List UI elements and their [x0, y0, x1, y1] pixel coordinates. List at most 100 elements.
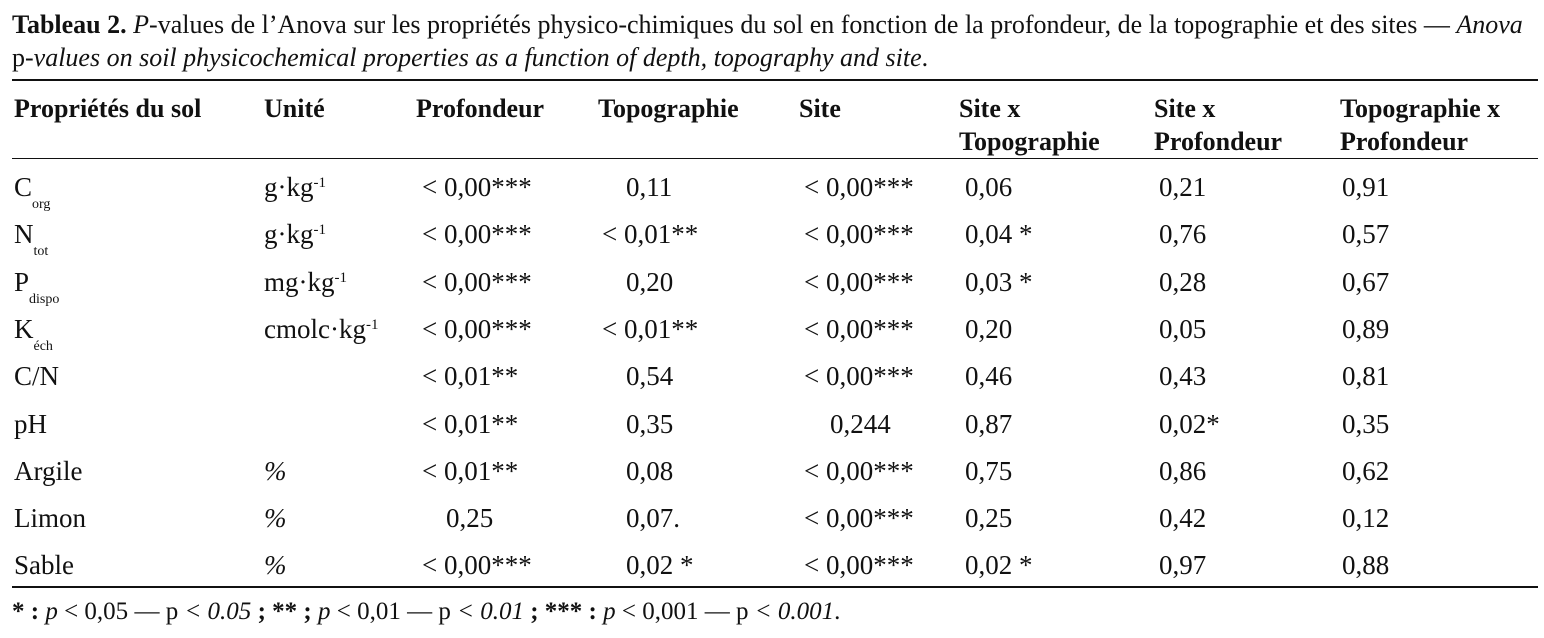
table-row: Ntot g·kg-1 < 0,00*** < 0,01** < 0,00*** 0,04…	[12, 218, 1538, 265]
footnote-e-2: < 0.01	[450, 598, 524, 625]
footnote-v-2: < 0,01	[330, 598, 401, 625]
cell-unit: mg·kg-1	[264, 266, 347, 298]
cell-site: < 0,00***	[804, 456, 914, 486]
cell-topography-depth: 0,57	[1342, 219, 1390, 249]
table-top-rule	[12, 79, 1538, 81]
cell-site: < 0,00***	[804, 550, 914, 580]
unit-exponent: -1	[313, 175, 327, 191]
cell-property: Pdispo	[14, 266, 59, 307]
property-subscript: tot	[33, 244, 49, 259]
table-row: pH < 0,01** 0,35 0,244 0,87 0,02* 0,35	[12, 408, 1538, 455]
header-depth: Profondeur	[416, 92, 544, 125]
header-site-label: Site	[799, 94, 841, 123]
property-symbol: Sable	[14, 550, 74, 580]
cell-site-depth: 0,42	[1159, 503, 1207, 533]
cell-topography-depth: 0,12	[1342, 503, 1390, 533]
property-symbol: N	[14, 219, 34, 249]
table-footnote: * : p < 0,05 — p < 0.05 ; ** ; p < 0,01 …	[12, 596, 840, 628]
property-symbol: Limon	[14, 503, 86, 533]
cell-site-topography: 0,02 *	[965, 550, 1033, 580]
property-subscript: org	[32, 197, 51, 212]
cell-property: Ntot	[14, 218, 48, 259]
cell-property: Sable	[14, 549, 74, 581]
caption-english-plain: p	[12, 43, 25, 72]
header-site-depth-line2: Profondeur	[1154, 127, 1283, 156]
footnote-v-1: < 0,05	[57, 598, 129, 625]
table-row: Corg g·kg-1 < 0,00*** 0,11 < 0,00*** 0,06 0,21…	[12, 171, 1538, 218]
cell-site: < 0,00***	[804, 267, 914, 297]
table-row: C/N < 0,01** 0,54 < 0,00*** 0,46 0,43 0,81	[12, 360, 1538, 407]
cell-site-topography: 0,06	[965, 172, 1013, 202]
cell-property: pH	[14, 408, 47, 440]
cell-site-depth: 0,02*	[1159, 409, 1220, 439]
cell-topography-depth: 0,62	[1342, 456, 1390, 486]
header-topography-depth: Topographie x Profondeur	[1340, 92, 1500, 158]
cell-depth: 0,25	[446, 503, 494, 533]
cell-site-depth: 0,97	[1159, 550, 1207, 580]
cell-site-topography: 0,46	[965, 361, 1013, 391]
property-symbol: C/N	[14, 361, 60, 391]
header-topography-label: Topographie	[598, 94, 739, 123]
caption-french-text: -values de l’Anova sur les propriétés ph…	[149, 10, 1457, 39]
cell-unit: %	[264, 455, 287, 487]
unit-text: %	[264, 550, 287, 580]
header-topography-depth-line1: Topographie x	[1340, 94, 1501, 123]
header-unit: Unité	[264, 92, 325, 125]
cell-unit: g·kg-1	[264, 171, 326, 203]
unit-exponent: -1	[334, 270, 348, 286]
footnote-d-1: — p	[128, 598, 179, 625]
cell-site-depth: 0,76	[1159, 219, 1207, 249]
property-symbol: pH	[14, 409, 47, 439]
cell-unit: cmolc·kg-1	[264, 313, 378, 345]
table-header-rule	[12, 158, 1538, 159]
property-subscript: éch	[33, 339, 53, 354]
footnote-d-2: — p	[400, 598, 451, 625]
caption-label: Tableau 2.	[12, 10, 127, 39]
cell-depth: < 0,01**	[422, 409, 519, 439]
cell-topography-depth: 0,67	[1342, 267, 1390, 297]
footnote-sym-1: * :	[12, 598, 46, 625]
footnote-d-3: — p	[698, 598, 749, 625]
header-property-label: Propriétés du sol	[14, 94, 202, 123]
property-subscript: dispo	[29, 292, 60, 307]
property-symbol: P	[14, 267, 30, 297]
cell-depth: < 0,00***	[422, 219, 532, 249]
table-row: Kéch cmolc·kg-1 < 0,00*** < 0,01** < 0,00***…	[12, 313, 1538, 360]
cell-site-depth: 0,28	[1159, 267, 1207, 297]
cell-site-topography: 0,03 *	[965, 267, 1033, 297]
cell-topography: 0,08	[626, 456, 674, 486]
cell-property: Corg	[14, 171, 50, 212]
header-topography: Topographie	[598, 92, 739, 125]
property-symbol: K	[14, 314, 34, 344]
property-symbol: Argile	[14, 456, 83, 486]
unit-text: g·kg	[264, 172, 314, 202]
cell-topography-depth: 0,88	[1342, 550, 1390, 580]
cell-topography-depth: 0,35	[1342, 409, 1390, 439]
cell-site: < 0,00***	[804, 361, 914, 391]
cell-site-depth: 0,05	[1159, 314, 1207, 344]
cell-unit: %	[264, 549, 287, 581]
footnote-v-3: < 0,001	[615, 598, 699, 625]
cell-site: < 0,00***	[804, 219, 914, 249]
cell-site: < 0,00***	[804, 172, 914, 202]
unit-text: cmolc·kg	[264, 314, 366, 344]
cell-site: < 0,00***	[804, 314, 914, 344]
cell-topography-depth: 0,89	[1342, 314, 1390, 344]
cell-site: < 0,00***	[804, 503, 914, 533]
cell-topography-depth: 0,91	[1342, 172, 1390, 202]
header-site-depth: Site x Profondeur	[1154, 92, 1282, 158]
footnote-p-2: p	[317, 598, 331, 625]
cell-site-depth: 0,43	[1159, 361, 1207, 391]
footnote-p-3: p	[603, 598, 616, 625]
unit-exponent: -1	[313, 222, 327, 238]
table-row: Pdispo mg·kg-1 < 0,00*** 0,20 < 0,00*** 0,03 …	[12, 266, 1538, 313]
header-unit-label: Unité	[264, 94, 325, 123]
table-caption: Tableau 2. P-values de l’Anova sur les p…	[12, 8, 1538, 74]
header-depth-label: Profondeur	[416, 94, 545, 123]
caption-english-italic-1: Anova	[1456, 10, 1523, 39]
header-site: Site	[799, 92, 841, 125]
footnote-p-1: p	[45, 598, 58, 625]
cell-depth: < 0,00***	[422, 314, 532, 344]
cell-site-topography: 0,20	[965, 314, 1013, 344]
table-row: Argile% < 0,01** 0,08 < 0,00*** 0,75 0,86 0,62	[12, 455, 1538, 502]
